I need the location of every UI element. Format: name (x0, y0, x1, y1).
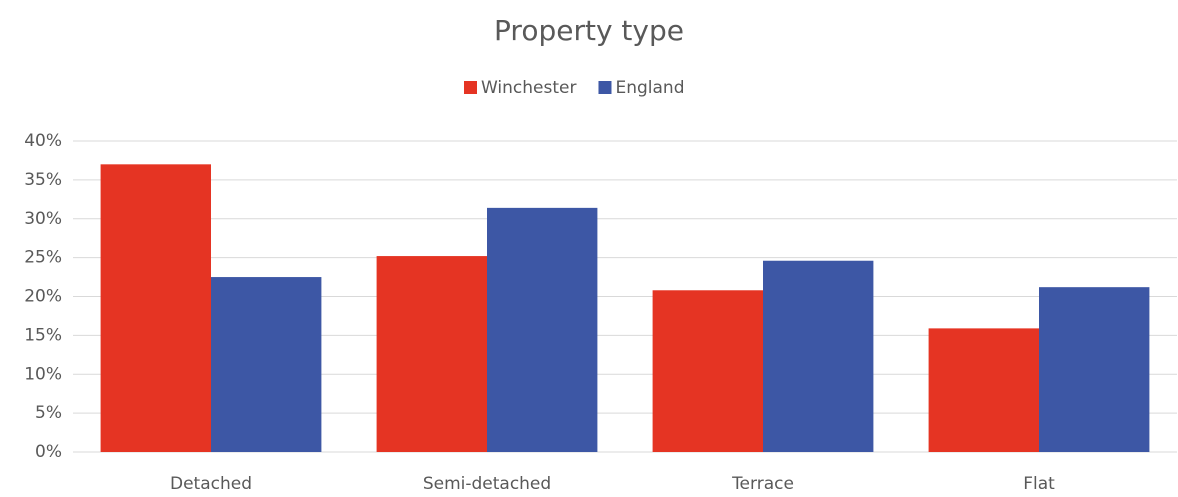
bar (487, 207, 598, 452)
bar (211, 277, 322, 452)
y-tick-label: 30% (24, 209, 62, 229)
legend-label: England (615, 78, 684, 98)
x-tick-label: Semi-detached (423, 474, 551, 494)
bar (652, 290, 763, 452)
y-tick-label: 35% (24, 170, 62, 190)
y-tick-label: 10% (24, 364, 62, 384)
chart-title: Property type (494, 14, 684, 47)
bar (376, 256, 487, 452)
bar (1039, 287, 1150, 452)
y-tick-label: 25% (24, 248, 62, 268)
bar (763, 260, 874, 452)
legend-swatch (598, 81, 612, 94)
bar (100, 164, 211, 452)
y-tick-label: 15% (24, 325, 62, 345)
x-tick-label: Detached (170, 474, 252, 494)
x-tick-label: Flat (1023, 474, 1055, 494)
y-tick-label: 20% (24, 287, 62, 307)
legend-swatch (464, 81, 477, 94)
y-tick-label: 40% (24, 131, 62, 151)
x-tick-label: Terrace (731, 474, 794, 494)
bar (928, 328, 1039, 452)
y-tick-label: 0% (35, 442, 62, 462)
legend-label: Winchester (481, 78, 576, 98)
y-tick-label: 5% (35, 403, 62, 423)
